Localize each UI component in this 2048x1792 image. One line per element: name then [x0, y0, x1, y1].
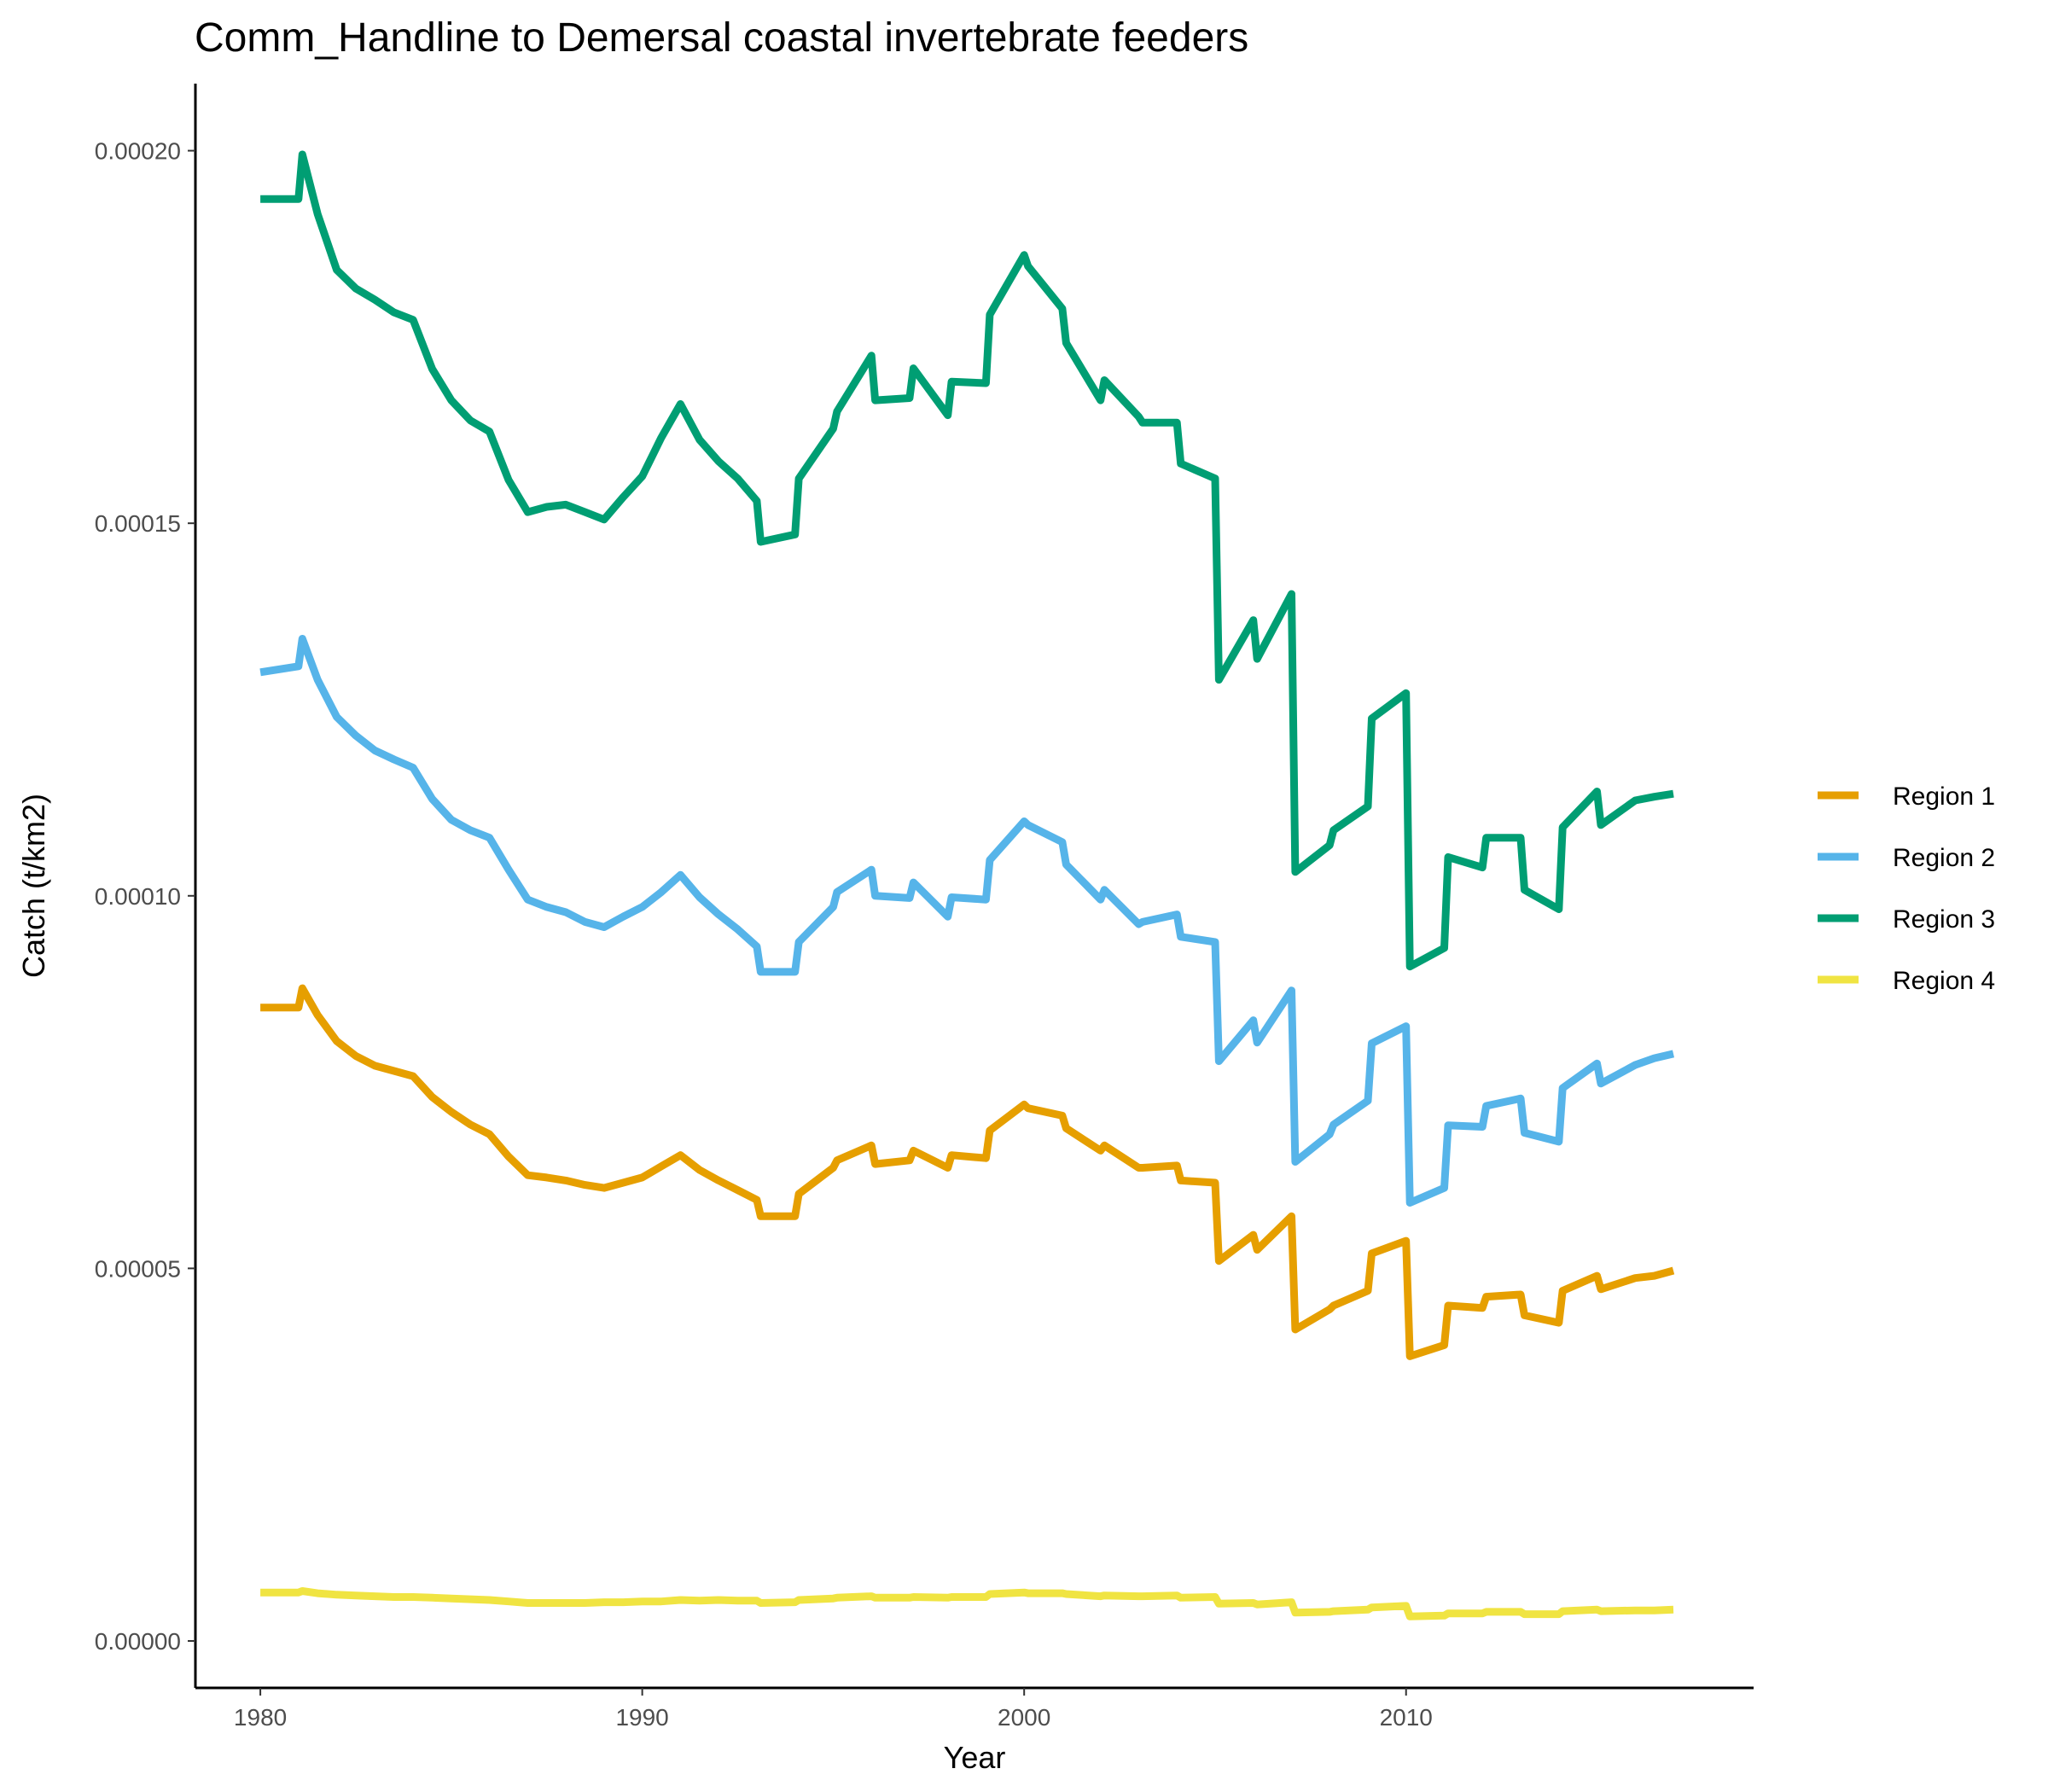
x-tick-label: 2010 — [1380, 1704, 1433, 1731]
legend: Region 1 Region 2 Region 3 Region 4 — [1818, 783, 1995, 995]
x-tick-label: 1980 — [234, 1704, 287, 1731]
y-axis: 0.00000 0.00005 0.00010 0.00015 0.00020 — [95, 138, 195, 1655]
chart-title: Comm_Handline to Demersal coastal invert… — [195, 15, 1248, 61]
plot-area — [194, 84, 1754, 1690]
legend-label-region-4: Region 4 — [1893, 967, 1995, 995]
x-axis: 1980 1990 2000 2010 — [234, 1688, 1433, 1731]
legend-label-region-1: Region 1 — [1893, 783, 1995, 811]
y-tick-label: 0.00000 — [95, 1628, 181, 1655]
series-line-region-2 — [259, 635, 1675, 1207]
y-tick-label: 0.00005 — [95, 1255, 181, 1282]
x-axis-title: Year — [944, 1740, 1006, 1775]
x-tick-label: 1990 — [615, 1704, 668, 1731]
series-line-region-4 — [260, 1587, 1674, 1620]
y-axis-title: Catch (t/km2) — [16, 794, 51, 978]
legend-label-region-2: Region 2 — [1893, 844, 1995, 872]
legend-label-region-3: Region 3 — [1893, 905, 1995, 934]
x-tick-label: 2000 — [998, 1704, 1050, 1731]
y-tick-label: 0.00020 — [95, 138, 181, 165]
series-line-region-3 — [260, 150, 1674, 971]
series-layer — [259, 150, 1675, 1620]
series-line-region-1 — [260, 984, 1675, 1360]
y-tick-label: 0.00010 — [95, 883, 181, 910]
y-tick-label: 0.00015 — [95, 510, 181, 537]
